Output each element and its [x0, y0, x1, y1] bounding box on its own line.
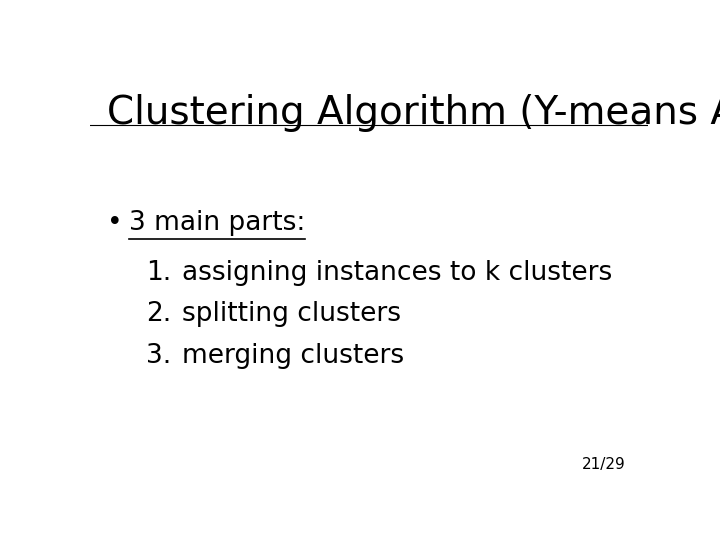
Text: 1.: 1. [145, 260, 171, 286]
Text: •: • [107, 210, 122, 236]
Text: assigning instances to k clusters: assigning instances to k clusters [182, 260, 612, 286]
Text: 3.: 3. [145, 343, 171, 369]
Text: merging clusters: merging clusters [182, 343, 404, 369]
Text: Clustering Algorithm (Y-means Algorithm): Clustering Algorithm (Y-means Algorithm) [107, 94, 720, 132]
Text: 2.: 2. [145, 301, 171, 327]
Text: splitting clusters: splitting clusters [182, 301, 401, 327]
Text: 21/29: 21/29 [582, 457, 626, 472]
Text: 3 main parts:: 3 main parts: [129, 210, 305, 236]
